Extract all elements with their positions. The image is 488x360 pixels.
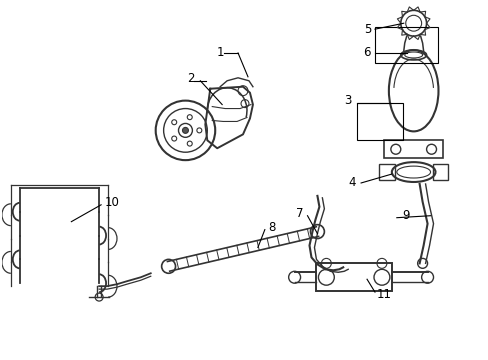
- Circle shape: [182, 127, 188, 133]
- Text: 2: 2: [186, 72, 194, 85]
- Text: 4: 4: [348, 176, 355, 189]
- Text: 1: 1: [216, 46, 224, 59]
- Text: 5: 5: [363, 23, 370, 36]
- Text: 6: 6: [363, 46, 370, 59]
- Bar: [356, 103, 402, 140]
- Bar: [316, 264, 391, 291]
- Text: 11: 11: [376, 288, 391, 301]
- Text: 3: 3: [343, 94, 350, 107]
- Bar: [378, 164, 394, 180]
- Text: 9: 9: [401, 209, 408, 222]
- Text: 10: 10: [105, 196, 120, 209]
- Bar: [374, 27, 438, 63]
- Bar: [383, 140, 443, 158]
- Bar: [432, 164, 447, 180]
- Text: 8: 8: [267, 221, 275, 234]
- Text: 7: 7: [295, 207, 303, 220]
